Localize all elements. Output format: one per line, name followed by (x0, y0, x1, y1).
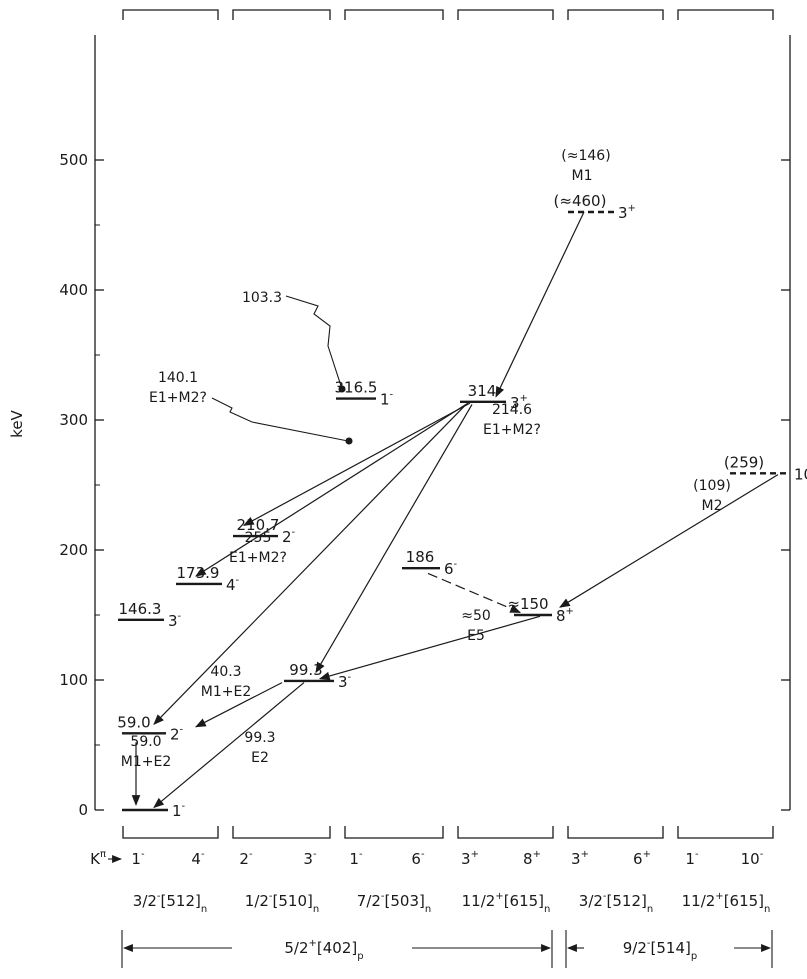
level-spin-l259: 10- (794, 464, 807, 483)
k-value-5-0: 1- (685, 849, 699, 868)
transition-l314-l59 (153, 403, 467, 725)
transition-l314-l99 (315, 404, 473, 674)
neutron-config-4: 3/2-[512]n (579, 891, 653, 915)
t255-energy: 255 (245, 530, 272, 546)
t59-type: M1+E2 (121, 754, 171, 770)
transition-l150-l99 (318, 615, 541, 681)
y-axis-label: keV (8, 409, 26, 437)
y-tick-label-300: 300 (59, 411, 88, 429)
y-tick-label-100: 100 (59, 671, 88, 689)
level-spin-l317: 1- (380, 390, 394, 409)
k-value-1-1: 3- (303, 849, 317, 868)
t50-energy: ≈50 (461, 608, 491, 624)
transition-l314-l174 (195, 402, 469, 577)
k-value-2-0: 1- (349, 849, 363, 868)
transition-l186-l150 (427, 572, 521, 613)
level-energy-l259: (259) (724, 453, 764, 471)
level-spin-l59: 2- (170, 724, 184, 743)
transition-l259-l150 (559, 474, 779, 608)
y-tick-label-400: 400 (59, 281, 88, 299)
energy-levels: 1-59.02-146.33-173.94-210.72-99.33-316.5… (117, 192, 807, 820)
pointer-103-3 (285, 295, 343, 390)
y-tick-label-500: 500 (59, 151, 88, 169)
level-energy-l460: (≈460) (554, 192, 607, 210)
transition-l314-l211 (243, 402, 471, 526)
top-brackets (122, 9, 774, 20)
k-value-5-1: 10- (741, 849, 764, 868)
t109-type: M2 (702, 498, 723, 514)
t99-energy: 99.3 (244, 730, 275, 746)
level-energy-l59: 59.0 (117, 713, 150, 731)
proton-left-config: 5/2+[402]p (284, 938, 363, 962)
level-spin-l460: 3+ (618, 203, 636, 222)
t103-energy: 103.3 (242, 290, 282, 306)
level-spin-l186: 6- (444, 559, 458, 578)
k-value-1-0: 2- (239, 849, 253, 868)
k-value-0-1: 4- (191, 849, 205, 868)
t99-type: E2 (251, 750, 269, 766)
level-spin-l99: 3- (338, 672, 352, 691)
t40-type: M1+E2 (201, 684, 251, 700)
level-energy-l146: 146.3 (119, 600, 162, 618)
level-spin-l314: 3+ (510, 393, 528, 412)
level-energy-l150: ≈150 (507, 595, 548, 613)
t40-energy: 40.3 (210, 664, 241, 680)
level-spin-l211: 2- (282, 527, 296, 546)
level-spin-l146: 3- (168, 611, 182, 630)
t214-type: E1+M2? (483, 422, 541, 438)
level-spin-l174: 4- (226, 575, 240, 594)
transition-l460-l314 (495, 211, 585, 398)
neutron-config-2: 7/2-[503]n (357, 891, 431, 915)
level-energy-l211: 210.7 (237, 516, 280, 534)
level-energy-l186: 186 (406, 548, 435, 566)
k-value-2-1: 6- (411, 849, 425, 868)
t255-type: E1+M2? (229, 550, 287, 566)
t214-energy: 214.6 (492, 402, 532, 418)
transition-labels: (≈146) M1 103.3 140.1 E1+M2? 255 E1+M2? … (121, 148, 731, 770)
t140-type: E1+M2? (149, 390, 207, 406)
level-energy-l317: 316.5 (335, 379, 378, 397)
y-axis: keV 0 100 200 300 400 500 (8, 151, 790, 819)
t50-type: E5 (467, 628, 485, 644)
y-tick-label-200: 200 (59, 541, 88, 559)
neutron-config-1: 1/2-[510]n (245, 891, 319, 915)
k-value-4-1: 6+ (633, 849, 651, 868)
level-energy-l174: 173.9 (177, 564, 220, 582)
proton-right-config: 9/2-[514]p (623, 938, 697, 962)
y-tick-label-0: 0 (78, 801, 88, 819)
k-value-4-0: 3+ (571, 849, 589, 868)
k-pi-label: Kπ (90, 849, 106, 868)
band-labels: Kπ 1- 4- 2- 3- 1- 6- 3+ 8+ 3+ 6+ 1- 10- 3/2-[512]n 1/… (90, 849, 770, 915)
bottom-brackets (122, 826, 774, 839)
level-energy-l314: 314 (468, 382, 497, 400)
neutron-config-0: 3/2-[512]n (133, 891, 207, 915)
t109-energy: (109) (693, 478, 731, 494)
label-pointers (211, 295, 353, 445)
pointer-140-1 (211, 397, 349, 442)
t59-energy: 59.0 (130, 734, 161, 750)
t460-type: M1 (572, 168, 593, 184)
transitions (131, 211, 779, 809)
t460-energy: (≈146) (561, 148, 610, 164)
level-spin-l150: 8+ (556, 606, 574, 625)
transition-l99-l0 (153, 682, 305, 809)
neutron-config-3: 11/2+[615]n (462, 891, 551, 915)
transition-l99-l59 (195, 682, 283, 728)
level-energy-l99: 99.3 (289, 661, 322, 679)
t140-energy: 140.1 (158, 370, 198, 386)
neutron-config-5: 11/2+[615]n (682, 891, 771, 915)
proton-configurations (121, 930, 773, 968)
k-value-3-1: 8+ (523, 849, 541, 868)
level-spin-l0: 1- (172, 801, 186, 820)
k-value-0-0: 1- (131, 849, 145, 868)
plot-frame (94, 35, 791, 810)
k-value-3-0: 3+ (461, 849, 479, 868)
